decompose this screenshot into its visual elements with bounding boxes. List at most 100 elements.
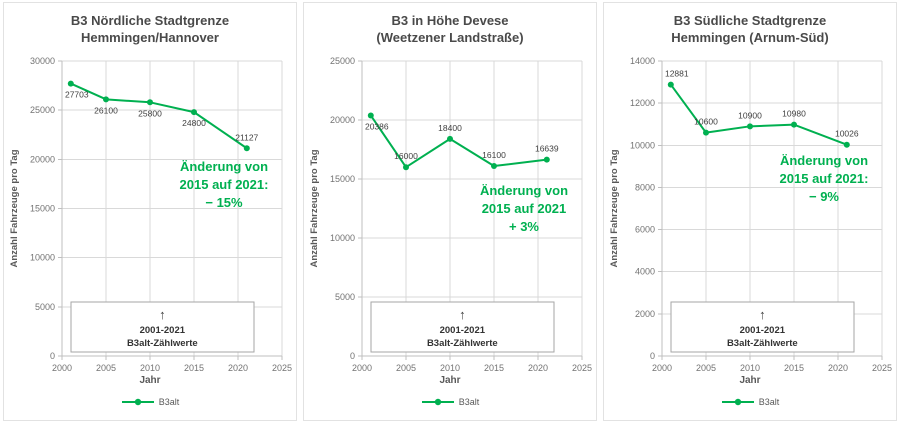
svg-text:2000: 2000 [652,363,672,373]
y-axis-title: Anzahl Fahrzeuge pro Tag [9,149,20,267]
chart-title-line1: B3 in Höhe Devese [391,13,509,28]
axes [58,60,283,360]
chart-area: 0 2000 4000 6000 8000 10000 12000 14000 2000 2005… [604,52,896,374]
data-point [747,123,753,130]
data-point-label: 18400 [438,123,462,133]
y-axis-title: Anzahl Fahrzeuge pro Tag [309,149,320,267]
data-point-label: 21127 [235,132,258,142]
data-point [667,81,674,88]
legend-line-marker-icon [121,398,154,406]
data-point [191,109,197,116]
svg-text:2010: 2010 [440,363,460,373]
data-point [843,141,850,148]
svg-text:10000: 10000 [630,140,655,150]
chart-plot: 0 2000 4000 6000 8000 10000 12000 14000 2000 2005… [609,56,892,373]
svg-text:0: 0 [350,351,355,361]
counting-note-box: ↑ 2001-2021 B3alt-Zählwerte [70,301,255,353]
x-axis-title: Jahr [739,375,761,386]
chart-panel-sued: B3 Südliche Stadtgrenze Hemmingen (Arnum… [603,2,897,421]
svg-text:30000: 30000 [30,56,55,66]
counting-note-box: ↑ 2001-2021 B3alt-Zählwerte [370,301,555,353]
svg-text:B3alt-Zählwerte: B3alt-Zählwerte [427,338,498,349]
svg-text:2020: 2020 [228,363,248,373]
y-tick-labels: 0 5000 10000 15000 20000 25000 [330,56,355,361]
change-annotation: Änderung von 2015 auf 2021: − 15% [179,159,269,210]
x-tick-labels: 2000 2005 2010 2015 2020 2025 [52,363,292,373]
data-point [791,121,797,128]
data-point-label: 20386 [365,121,389,131]
svg-text:10000: 10000 [330,233,355,243]
data-point-label: 16100 [482,150,506,160]
svg-text:2005: 2005 [96,363,116,373]
y-tick-labels: 0 5000 10000 15000 20000 25000 30000 [30,56,55,361]
change-annotation: Änderung von 2015 auf 2021: − 9% [779,153,869,204]
svg-text:2015: 2015 [484,363,504,373]
data-point-label: 10980 [782,109,806,119]
counting-note-box: ↑ 2001-2021 B3alt-Zählwerte [670,301,855,353]
data-point [703,129,709,136]
change-annotation: Änderung von 2015 auf 2021 + 3% [479,183,569,234]
svg-text:5000: 5000 [335,292,355,302]
chart-area: 0 5000 10000 15000 20000 25000 2000 2005 2010 201… [304,52,596,374]
x-axis-title: Jahr [439,375,461,386]
axes [658,60,883,360]
legend-label: B3alt [458,397,480,407]
svg-text:25000: 25000 [30,105,55,115]
up-arrow-icon: ↑ [159,307,166,322]
svg-text:2005: 2005 [696,363,716,373]
svg-text:6000: 6000 [635,225,655,235]
x-tick-labels: 2000 2005 2010 2015 2020 2025 [352,363,592,373]
data-point [491,163,497,170]
data-point-label: 10900 [738,110,762,120]
data-point [243,145,250,152]
data-point-label: 12881 [665,69,689,79]
svg-text:5000: 5000 [35,302,55,312]
y-tick-labels: 0 2000 4000 6000 8000 10000 12000 14000 [630,56,655,361]
svg-text:14000: 14000 [630,56,655,66]
svg-text:2020: 2020 [528,363,548,373]
chart-panel-nord: B3 Nördliche Stadtgrenze Hemmingen/Hanno… [3,2,297,421]
data-point-label: 26100 [94,105,118,115]
svg-text:2001-2021: 2001-2021 [740,325,786,336]
legend: B3alt [4,396,296,408]
legend-label: B3alt [758,397,780,407]
chart-title-line1: B3 Nördliche Stadtgrenze [70,13,230,28]
data-point-label: 10600 [694,117,718,127]
legend-label: B3alt [158,397,180,407]
data-point-label: 25800 [138,108,162,118]
chart-title-line2: Hemmingen (Arnum-Süd) [671,30,829,45]
legend-line-marker-icon [421,398,454,406]
svg-text:2001-2021: 2001-2021 [440,325,486,336]
chart-title: B3 Südliche Stadtgrenze Hemmingen (Arnum… [604,12,896,52]
svg-text:2015: 2015 [784,363,804,373]
data-point [447,135,453,142]
svg-text:B3alt-Zählwerte: B3alt-Zählwerte [727,338,798,349]
svg-text:2025: 2025 [272,363,292,373]
svg-text:15000: 15000 [330,174,355,184]
data-point-label: 10026 [835,129,859,139]
chart-title-line2: Hemmingen/Hannover [81,30,219,45]
svg-text:20000: 20000 [330,115,355,125]
svg-text:2025: 2025 [872,363,892,373]
svg-text:2000: 2000 [635,309,655,319]
data-point [67,80,74,87]
data-point-label: 16639 [535,144,559,154]
svg-text:15000: 15000 [30,204,55,214]
svg-text:0: 0 [650,351,655,361]
chart-title: B3 in Höhe Devese (Weetzener Landstraße) [304,12,596,52]
chart-title: B3 Nördliche Stadtgrenze Hemmingen/Hanno… [4,12,296,52]
svg-text:2010: 2010 [140,363,160,373]
chart-title-line1: B3 Südliche Stadtgrenze [673,13,827,28]
x-axis-title: Jahr [139,375,161,386]
legend: B3alt [304,396,596,408]
svg-text:2001-2021: 2001-2021 [140,325,186,336]
svg-text:2005: 2005 [396,363,416,373]
svg-text:0: 0 [50,351,55,361]
y-axis-title: Anzahl Fahrzeuge pro Tag [609,149,620,267]
data-point [367,112,374,119]
svg-text:10000: 10000 [30,253,55,263]
svg-text:2020: 2020 [828,363,848,373]
axes [358,60,583,360]
